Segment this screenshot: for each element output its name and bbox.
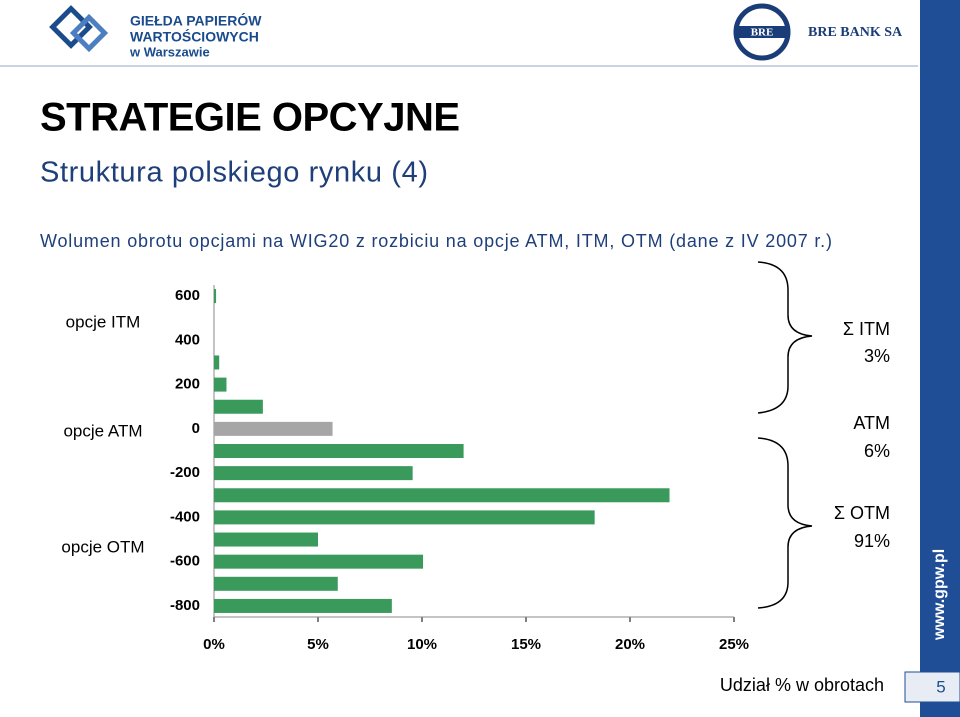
summary-share: 91% <box>854 531 890 551</box>
page-number: 5 <box>936 677 945 696</box>
logo-text: WARTOŚCIOWYCH <box>130 28 259 45</box>
subtitle: Struktura polskiego rynku (4) <box>40 157 428 189</box>
bar <box>214 554 424 569</box>
y-tick-label: -800 <box>170 597 200 614</box>
x-tick-label: 0% <box>203 636 225 653</box>
group-label: opcje OTM <box>61 537 144 556</box>
x-tick-label: 20% <box>615 636 645 653</box>
summary-label: 6% <box>864 441 890 461</box>
group-label: opcje ATM <box>63 421 142 440</box>
sidebar-url: www.gpw.pl <box>931 549 948 641</box>
x-tick-label: 5% <box>307 636 329 653</box>
y-tick-label: 400 <box>175 331 200 348</box>
group-label: opcje ITM <box>66 312 141 331</box>
y-tick-label: -600 <box>170 553 200 570</box>
bar <box>214 421 333 436</box>
bar <box>214 444 464 458</box>
summary-label: Σ ITM <box>843 319 890 339</box>
logo-text: GIEŁDA PAPIERÓW <box>130 12 262 29</box>
bar <box>214 289 217 304</box>
logo-text: w Warszawie <box>129 44 210 59</box>
x-tick-label: 15% <box>511 636 541 653</box>
gpw-logo <box>49 5 109 53</box>
summary-share: 3% <box>864 346 890 366</box>
y-tick-label: 600 <box>175 287 200 304</box>
bre-logo: BRE <box>733 3 791 61</box>
summary-label: ATM <box>853 413 890 433</box>
summary-label: Σ OTM <box>834 503 890 523</box>
brace <box>757 437 813 609</box>
bar <box>214 510 595 525</box>
bar <box>214 377 227 392</box>
sidebar <box>920 0 960 717</box>
bar <box>214 399 263 414</box>
page-box <box>904 671 960 703</box>
y-tick-label: 0 <box>192 420 200 437</box>
y-tick-label: 200 <box>175 376 200 393</box>
y-tick-label: -400 <box>170 508 200 525</box>
bar <box>214 355 220 370</box>
bar <box>214 576 338 591</box>
x-tick-label: 10% <box>407 636 437 653</box>
title: STRATEGIE OPCYJNE <box>40 96 460 140</box>
bar <box>214 488 670 503</box>
svg-text:BRE: BRE <box>751 27 774 39</box>
bar <box>214 598 392 613</box>
y-tick-label: -200 <box>170 464 200 481</box>
brace <box>757 261 813 414</box>
bar <box>214 466 413 481</box>
x-axis-label: Udział % w obrotach <box>720 675 884 695</box>
bank-name: BRE BANK SA <box>808 25 903 40</box>
x-tick-label: 25% <box>719 636 749 653</box>
description: Wolumen obrotu opcjami na WIG20 z rozbic… <box>40 231 832 251</box>
bar <box>214 532 318 547</box>
